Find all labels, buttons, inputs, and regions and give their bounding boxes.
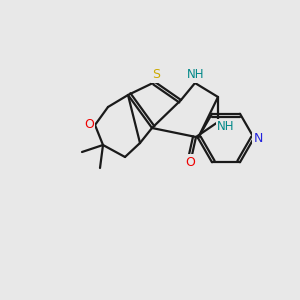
Text: N: N bbox=[253, 131, 263, 145]
Text: NH: NH bbox=[217, 121, 235, 134]
Text: S: S bbox=[152, 68, 160, 82]
Text: O: O bbox=[185, 155, 195, 169]
Text: NH: NH bbox=[187, 68, 205, 82]
Text: O: O bbox=[84, 118, 94, 131]
